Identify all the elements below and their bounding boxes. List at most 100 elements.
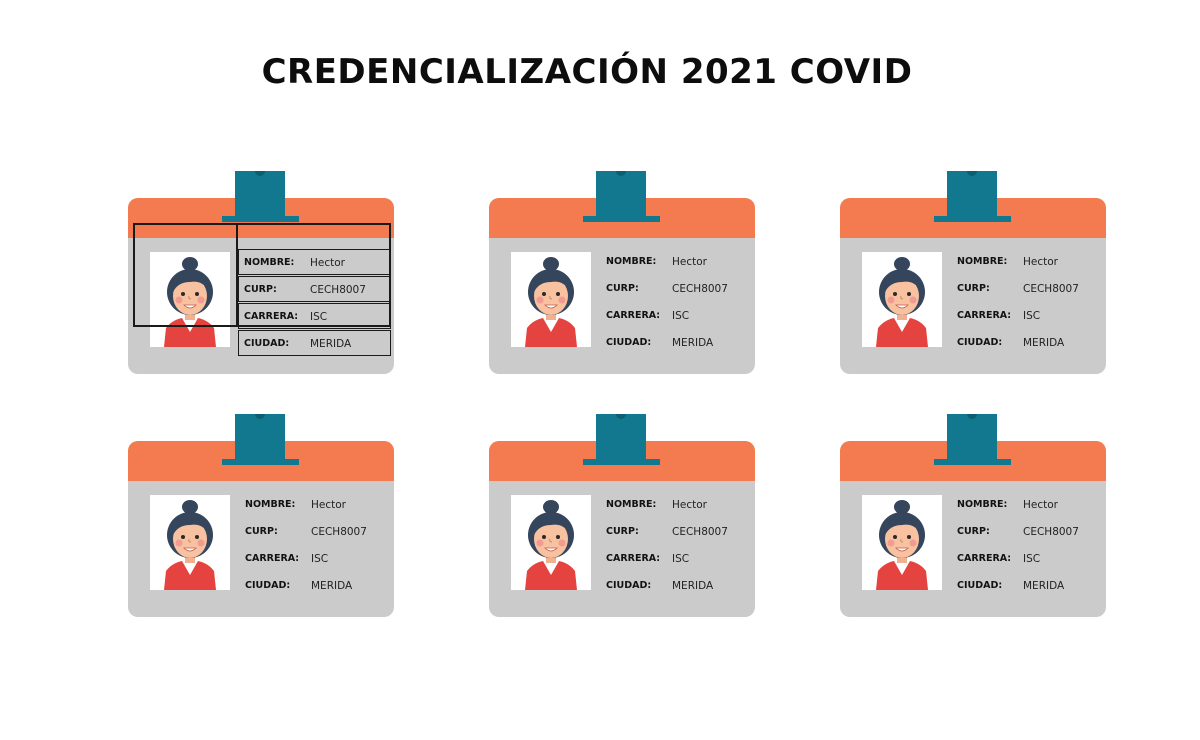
clip-bar [583, 459, 660, 465]
card-body [489, 198, 755, 374]
field-ciudad: CIUDAD: MERIDA [956, 573, 1102, 599]
field-value: Hector [311, 499, 346, 511]
field-curp: CURP: CECH8007 [244, 519, 390, 545]
badge-clip [596, 414, 646, 464]
field-label: CURP: [606, 526, 639, 537]
clip-bar [934, 459, 1011, 465]
photo-frame [150, 495, 230, 590]
id-card-1: NOMBRE: Hector CURP: CECH8007 CARRERA: ISC CIU… [128, 171, 394, 374]
field-value: MERIDA [311, 580, 353, 592]
field-value: Hector [1023, 256, 1058, 268]
field-ciudad: CIUDAD: MERIDA [956, 330, 1102, 356]
card-body [840, 441, 1106, 617]
field-ciudad: CIUDAD: MERIDA [605, 330, 751, 356]
field-carrera: CARRERA: ISC [956, 303, 1102, 329]
field-carrera: CARRERA: ISC [956, 546, 1102, 572]
photo-frame [150, 252, 230, 347]
field-value: MERIDA [672, 580, 714, 592]
clip-hole [616, 171, 626, 176]
badge-clip [235, 171, 285, 221]
card-body [840, 198, 1106, 374]
field-label: CARRERA: [957, 310, 1012, 321]
field-nombre: NOMBRE: Hector [238, 249, 391, 275]
id-card-6: NOMBRE: Hector CURP: CECH8007 CARRERA: ISC CIU… [840, 414, 1106, 617]
id-card-2: NOMBRE: Hector CURP: CECH8007 CARRERA: ISC CIU… [489, 171, 755, 374]
field-label: NOMBRE: [606, 499, 657, 510]
table-divider [236, 223, 238, 327]
field-label: CARRERA: [245, 553, 300, 564]
field-carrera: CARRERA: ISC [605, 546, 751, 572]
field-value: MERIDA [1023, 337, 1065, 349]
field-value: Hector [1023, 499, 1058, 511]
clip-hole [255, 171, 265, 176]
clip-hole [255, 414, 265, 419]
field-value: Hector [672, 499, 707, 511]
field-label: CARRERA: [606, 310, 661, 321]
card-body [128, 441, 394, 617]
field-value: ISC [311, 553, 329, 565]
field-nombre: NOMBRE: Hector [244, 492, 390, 518]
field-label: NOMBRE: [245, 499, 296, 510]
field-label: CIUDAD: [606, 580, 652, 591]
field-label: NOMBRE: [606, 256, 657, 267]
field-value: Hector [672, 256, 707, 268]
field-ciudad: CIUDAD: MERIDA [244, 573, 390, 599]
clip-hole [616, 414, 626, 419]
photo-frame [862, 252, 942, 347]
clip-hole [967, 414, 977, 419]
badge-clip [947, 414, 997, 464]
field-carrera: CARRERA: ISC [244, 546, 390, 572]
field-label: NOMBRE: [957, 499, 1008, 510]
field-label: CARRERA: [957, 553, 1012, 564]
field-curp: CURP: CECH8007 [956, 519, 1102, 545]
field-label: CURP: [244, 284, 277, 295]
field-label: CIUDAD: [245, 580, 291, 591]
field-label: CURP: [957, 283, 990, 294]
clip-bar [583, 216, 660, 222]
field-value: ISC [1023, 310, 1041, 322]
woman-avatar-icon [511, 495, 591, 590]
page-title: CREDENCIALIZACIÓN 2021 COVID [261, 52, 913, 92]
field-label: CARRERA: [606, 553, 661, 564]
field-ciudad: CIUDAD: MERIDA [238, 330, 391, 356]
id-card-3: NOMBRE: Hector CURP: CECH8007 CARRERA: ISC CIU… [840, 171, 1106, 374]
id-card-5: NOMBRE: Hector CURP: CECH8007 CARRERA: ISC CIU… [489, 414, 755, 617]
field-value: CECH8007 [1023, 526, 1079, 538]
field-nombre: NOMBRE: Hector [605, 249, 751, 275]
field-nombre: NOMBRE: Hector [956, 492, 1102, 518]
field-nombre: NOMBRE: Hector [956, 249, 1102, 275]
field-label: NOMBRE: [957, 256, 1008, 267]
field-value: CECH8007 [672, 526, 728, 538]
field-value: CECH8007 [672, 283, 728, 295]
field-ciudad: CIUDAD: MERIDA [605, 573, 751, 599]
card-body [489, 441, 755, 617]
field-label: CURP: [957, 526, 990, 537]
photo-frame [511, 495, 591, 590]
id-card-4: NOMBRE: Hector CURP: CECH8007 CARRERA: ISC CIU… [128, 414, 394, 617]
field-curp: CURP: CECH8007 [238, 276, 391, 302]
field-label: CIUDAD: [606, 337, 652, 348]
clip-bar [222, 216, 299, 222]
field-curp: CURP: CECH8007 [605, 276, 751, 302]
field-carrera: CARRERA: ISC [605, 303, 751, 329]
field-curp: CURP: CECH8007 [956, 276, 1102, 302]
field-value: CECH8007 [1023, 283, 1079, 295]
field-value: CECH8007 [310, 284, 366, 296]
woman-avatar-icon [862, 495, 942, 590]
clip-bar [222, 459, 299, 465]
photo-frame [511, 252, 591, 347]
field-curp: CURP: CECH8007 [605, 519, 751, 545]
clip-hole [967, 171, 977, 176]
badge-clip [235, 414, 285, 464]
woman-avatar-icon [511, 252, 591, 347]
field-label: CIUDAD: [957, 580, 1003, 591]
photo-frame [862, 495, 942, 590]
badge-clip [947, 171, 997, 221]
field-value: MERIDA [310, 338, 352, 350]
woman-avatar-icon [862, 252, 942, 347]
field-value: ISC [310, 311, 328, 323]
field-value: ISC [1023, 553, 1041, 565]
field-value: ISC [672, 310, 690, 322]
field-label: NOMBRE: [244, 257, 295, 268]
woman-avatar-icon [150, 495, 230, 590]
